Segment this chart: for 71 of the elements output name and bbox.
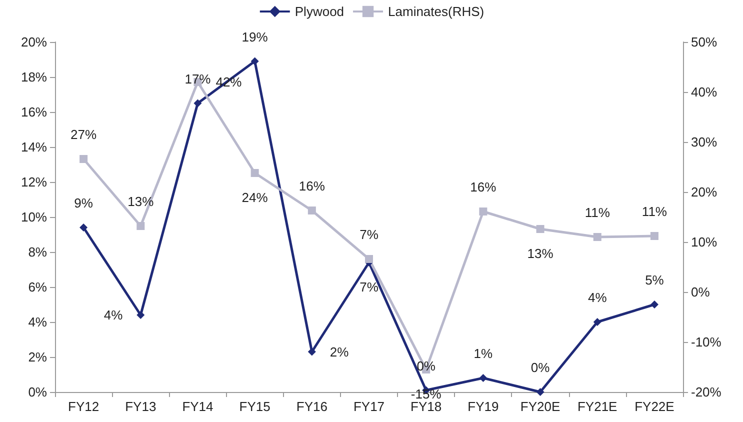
point: [194, 99, 202, 108]
data-label: 16%: [298, 178, 326, 194]
y2-tick-label: 10%: [691, 234, 718, 250]
data-label: 4%: [104, 308, 124, 322]
y2-tick-label: 20%: [691, 184, 718, 200]
data-label: 9%: [74, 196, 94, 210]
point: [536, 225, 544, 233]
data-label: 27%: [70, 127, 97, 142]
data-label: 4%: [588, 290, 608, 305]
data-label: 11%: [642, 204, 668, 219]
y-tick-label: 6%: [28, 280, 48, 294]
y2-tick-label: 0%: [691, 284, 710, 300]
point: [650, 232, 658, 240]
y2-tick-label: -10%: [691, 334, 722, 350]
y-tick-label: 4%: [28, 314, 48, 330]
point: [80, 224, 88, 232]
point: [536, 388, 544, 396]
x-tick-label: FY14: [182, 399, 214, 414]
data-label: 13%: [527, 246, 554, 261]
y-tick-label: 0%: [28, 384, 48, 400]
data-label: 1%: [474, 346, 494, 361]
y2-tick-label: -20%: [691, 384, 722, 400]
x-tick-label: FY19: [468, 399, 499, 414]
x-tick-label: FY20E: [520, 399, 560, 414]
x-tick-label: FY21E: [577, 399, 618, 414]
point: [136, 311, 145, 319]
point: [250, 57, 259, 66]
point: [650, 300, 658, 308]
point: [80, 155, 88, 163]
y-tick-label: 10%: [20, 210, 48, 224]
data-label: 17%: [184, 71, 212, 86]
x-tick-label: FY18: [410, 399, 442, 414]
x-tick-label: FY15: [239, 399, 270, 414]
data-label: 0%: [530, 360, 550, 375]
y-tick-label: 2%: [28, 350, 48, 364]
point: [308, 348, 316, 356]
point: [593, 318, 602, 326]
y-tick-label: 20%: [20, 34, 48, 50]
data-label: 13%: [128, 194, 154, 209]
point: [479, 374, 488, 382]
point: [593, 233, 602, 241]
point: [479, 208, 488, 216]
data-label: 7%: [360, 280, 379, 294]
y-tick-label: 8%: [28, 244, 48, 260]
x-tick-label: FY22E: [634, 399, 675, 414]
legend-label: Laminates(RHS): [388, 4, 484, 19]
x-tick-label: FY12: [68, 399, 100, 414]
y2-tick-label: 30%: [691, 134, 718, 150]
y2-tick-label: 50%: [691, 34, 718, 50]
data-label: 19%: [242, 29, 268, 44]
x-tick-label: FY16: [296, 399, 328, 414]
x-tick-label: FY13: [125, 399, 156, 414]
y-tick-label: 18%: [20, 70, 48, 84]
data-label: 7%: [360, 227, 379, 242]
y-tick-label: 12%: [20, 174, 48, 190]
data-label: 2%: [330, 344, 350, 360]
data-label: 24%: [242, 190, 268, 205]
y2-tick-label: 40%: [691, 84, 718, 100]
point: [136, 222, 145, 230]
data-label: -15%: [410, 386, 442, 402]
data-label: 0%: [416, 358, 436, 374]
data-label: 5%: [645, 272, 664, 288]
point: [250, 169, 259, 177]
data-label: 11%: [584, 205, 610, 220]
data-label: 16%: [470, 180, 497, 194]
point: [308, 206, 316, 214]
y-tick-label: 16%: [20, 104, 48, 120]
legend-label: Plywood: [294, 4, 344, 19]
y-tick-label: 14%: [20, 140, 48, 154]
point: [365, 255, 373, 263]
x-tick-label: FY17: [353, 399, 385, 414]
